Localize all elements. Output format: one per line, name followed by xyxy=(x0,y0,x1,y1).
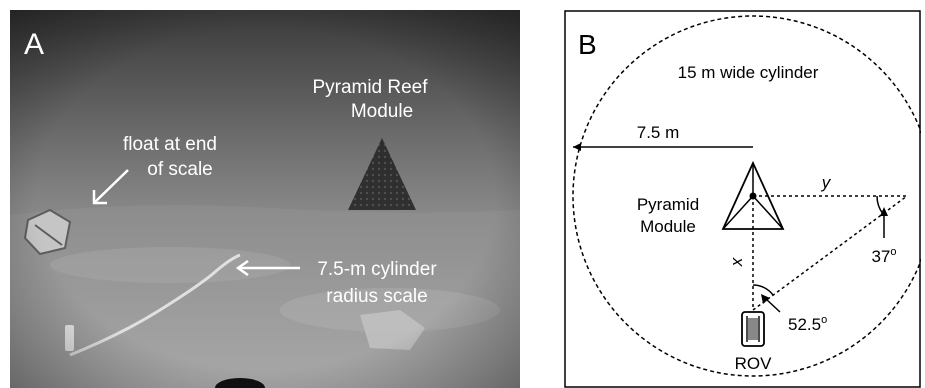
float-label-line2: of scale xyxy=(147,159,212,180)
cylinder-label: 15 m wide cylinder xyxy=(678,63,819,82)
radius-arrow xyxy=(573,143,753,151)
module-label-line1: Pyramid Reef xyxy=(312,77,428,98)
module-label-line1: Pyramid xyxy=(637,195,699,214)
scale-arrow xyxy=(235,259,300,277)
angle-arc-bottom xyxy=(752,284,774,296)
scale-label-line1: 7.5-m cylinder xyxy=(317,259,437,280)
angle-label-bottom: 52.5o xyxy=(788,314,827,334)
rov-label: ROV xyxy=(735,354,773,373)
x-label: x xyxy=(727,257,746,267)
float-label-line1: float at end xyxy=(123,134,217,155)
panel-a-label: A xyxy=(24,28,44,61)
y-label: y xyxy=(821,173,832,192)
cylinder-circle xyxy=(572,15,921,377)
panel-b-label: B xyxy=(578,29,597,60)
panel-a-photo: A Pyramid Reef Module float at end of sc… xyxy=(10,10,520,388)
angle-label-right: 37o xyxy=(871,246,896,266)
panel-b-diagram: B 15 m wide cylinder 7.5 m Pyramid Modul… xyxy=(564,10,921,388)
module-label-line2: Module xyxy=(351,101,413,122)
module-label-line2: Module xyxy=(640,217,696,236)
float-arrow xyxy=(92,169,129,205)
radius-label: 7.5 m xyxy=(637,123,680,142)
rov-icon xyxy=(741,311,765,347)
angle-arrow-right xyxy=(880,207,888,238)
scale-label-line2: radius scale xyxy=(326,286,427,307)
angle-arrow-bottom xyxy=(761,294,781,313)
hypotenuse-line xyxy=(752,195,908,311)
